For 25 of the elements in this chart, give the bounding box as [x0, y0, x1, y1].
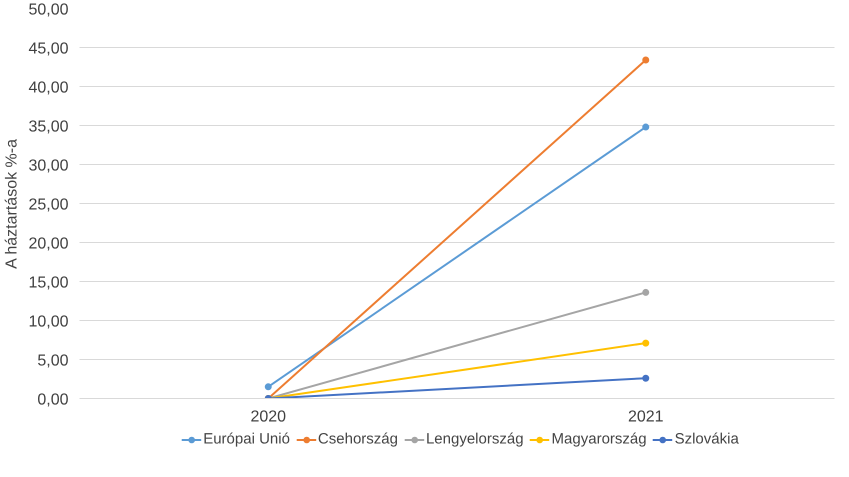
- point: [642, 124, 650, 131]
- y-tick-label: 10,00: [28, 314, 69, 330]
- x-tick-label: 2020: [250, 408, 286, 426]
- x-tick-label: 2021: [628, 408, 664, 426]
- legend-label: Magyarország: [552, 430, 647, 448]
- y-tick-label: 30,00: [28, 158, 69, 174]
- point: [642, 340, 650, 347]
- y-tick-label: 20,00: [28, 236, 69, 252]
- point: [642, 288, 650, 296]
- legend-label: Szlovákia: [674, 430, 739, 448]
- point: [264, 383, 272, 390]
- legend-label: Európai Unió: [203, 430, 290, 448]
- y-axis-title: A háztartások %-a: [3, 138, 20, 269]
- y-tick-label: 40,00: [28, 80, 69, 96]
- y-tick-label: 35,00: [28, 118, 69, 136]
- legend-label: Lengyelország: [426, 430, 524, 448]
- y-tick-label: 15,00: [28, 274, 69, 292]
- y-tick-label: 25,00: [28, 196, 69, 214]
- legend-label: Csehország: [318, 430, 398, 448]
- y-tick-label: 0,00: [37, 392, 69, 408]
- y-tick-label: 50,00: [28, 2, 69, 18]
- y-tick-label: 45,00: [28, 40, 69, 58]
- point: [642, 374, 650, 382]
- y-tick-label: 5,00: [37, 352, 69, 370]
- point: [642, 56, 650, 64]
